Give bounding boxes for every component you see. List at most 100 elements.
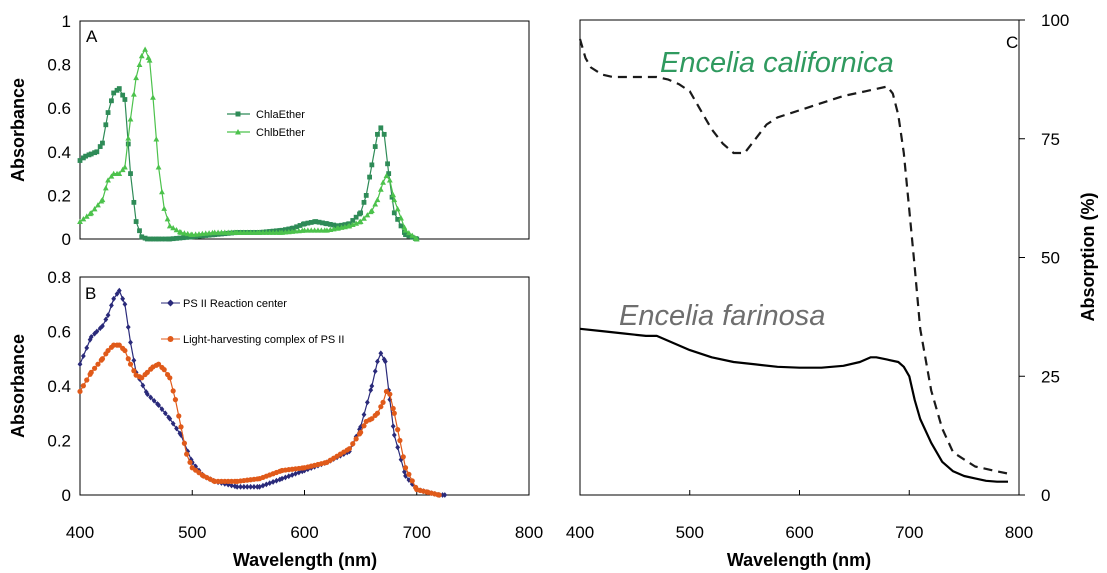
data-point	[180, 235, 186, 241]
data-point	[144, 369, 150, 375]
data-point	[130, 91, 137, 97]
data-point	[88, 369, 94, 375]
data-point	[390, 423, 396, 430]
panel-b-plot-area	[79, 276, 530, 496]
panel-b-legend: PS II Reaction center Light-harvesting c…	[161, 298, 344, 346]
data-point	[403, 232, 408, 238]
data-point	[398, 223, 404, 229]
data-point	[369, 383, 375, 389]
panel-c-y-ticks: 0 25 50 75 100	[1019, 11, 1069, 505]
data-point	[274, 477, 279, 484]
data-point	[77, 218, 83, 224]
data-point	[177, 235, 183, 241]
data-point	[167, 236, 173, 242]
data-point	[91, 206, 98, 212]
panel-b-letter: B	[85, 284, 96, 303]
data-point	[350, 218, 356, 223]
data-point	[277, 476, 283, 483]
data-point	[95, 202, 101, 208]
data-point	[131, 357, 137, 364]
y-tick-label: 0.8	[47, 268, 71, 287]
data-point	[137, 228, 142, 234]
data-point	[442, 492, 448, 498]
legend-label-chla: ChlaEther	[256, 109, 305, 121]
y-tick-label: 50	[1041, 249, 1060, 268]
data-point	[353, 214, 359, 220]
data-point	[238, 483, 243, 490]
data-point	[294, 224, 300, 230]
data-point	[84, 377, 90, 383]
data-point	[391, 196, 398, 203]
data-point	[181, 230, 188, 236]
data-point	[391, 410, 397, 416]
data-point	[374, 196, 381, 203]
y-tick-label: 0.6	[47, 323, 71, 342]
data-point	[170, 420, 176, 427]
data-point	[358, 210, 364, 216]
data-point	[77, 158, 83, 163]
data-point	[402, 465, 409, 471]
data-point	[161, 205, 168, 211]
legend-marker-chlb	[235, 129, 241, 135]
data-point	[172, 397, 179, 403]
data-point	[144, 391, 150, 398]
series-label-encelia-farinosa: Encelia farinosa	[619, 300, 825, 332]
data-point	[308, 220, 314, 225]
data-point	[125, 324, 131, 331]
data-point	[251, 483, 257, 490]
series-line-encelia-californica	[578, 38, 1009, 475]
y-tick-label: 0.6	[47, 99, 71, 118]
data-point	[155, 361, 162, 367]
x-tick-label: 800	[515, 523, 543, 542]
panel-c-x-ticks: 400 500 600 700 800	[566, 490, 1033, 542]
data-point	[372, 144, 378, 149]
data-point	[386, 177, 393, 183]
data-point	[91, 365, 98, 371]
data-point	[372, 368, 378, 375]
data-point	[133, 74, 140, 81]
data-point	[83, 213, 90, 219]
data-point	[386, 171, 392, 176]
panel-a-y-ticks: 0 0.2 0.4 0.6 0.8 1	[47, 12, 71, 249]
data-point	[170, 388, 176, 394]
data-point	[248, 483, 254, 490]
data-point	[131, 368, 137, 374]
data-point	[406, 233, 412, 239]
data-point	[100, 323, 105, 329]
data-point	[302, 467, 307, 474]
y-tick-label: 0.2	[47, 432, 71, 451]
data-point	[378, 404, 384, 410]
x-tick-label: 400	[66, 523, 94, 542]
data-point	[324, 221, 330, 227]
data-point	[353, 436, 359, 442]
panel-a-series	[77, 46, 420, 242]
data-point	[293, 470, 298, 477]
data-point	[109, 302, 114, 309]
legend-marker-lhcii	[167, 336, 174, 342]
panel-a-letter: A	[86, 27, 98, 46]
data-point	[99, 356, 106, 362]
y-tick-label: 100	[1041, 11, 1069, 30]
data-point	[125, 141, 131, 147]
data-point	[386, 387, 392, 393]
data-point	[167, 375, 173, 381]
data-point	[380, 399, 386, 405]
data-point	[394, 206, 401, 212]
data-point	[391, 432, 397, 438]
data-point	[402, 227, 409, 233]
data-point	[375, 131, 380, 137]
data-point	[390, 191, 397, 198]
data-point	[405, 229, 412, 236]
data-point	[229, 482, 234, 489]
data-point	[167, 415, 173, 422]
data-point	[88, 334, 94, 340]
y-tick-label: 25	[1041, 367, 1060, 386]
data-point	[122, 347, 128, 354]
data-point	[131, 199, 137, 205]
data-point	[270, 479, 276, 485]
data-point	[361, 215, 367, 221]
panel-c-series	[578, 38, 1009, 483]
data-point	[95, 361, 101, 367]
legend-label-psii-rc: PS II Reaction center	[183, 298, 287, 310]
data-point	[184, 234, 190, 240]
